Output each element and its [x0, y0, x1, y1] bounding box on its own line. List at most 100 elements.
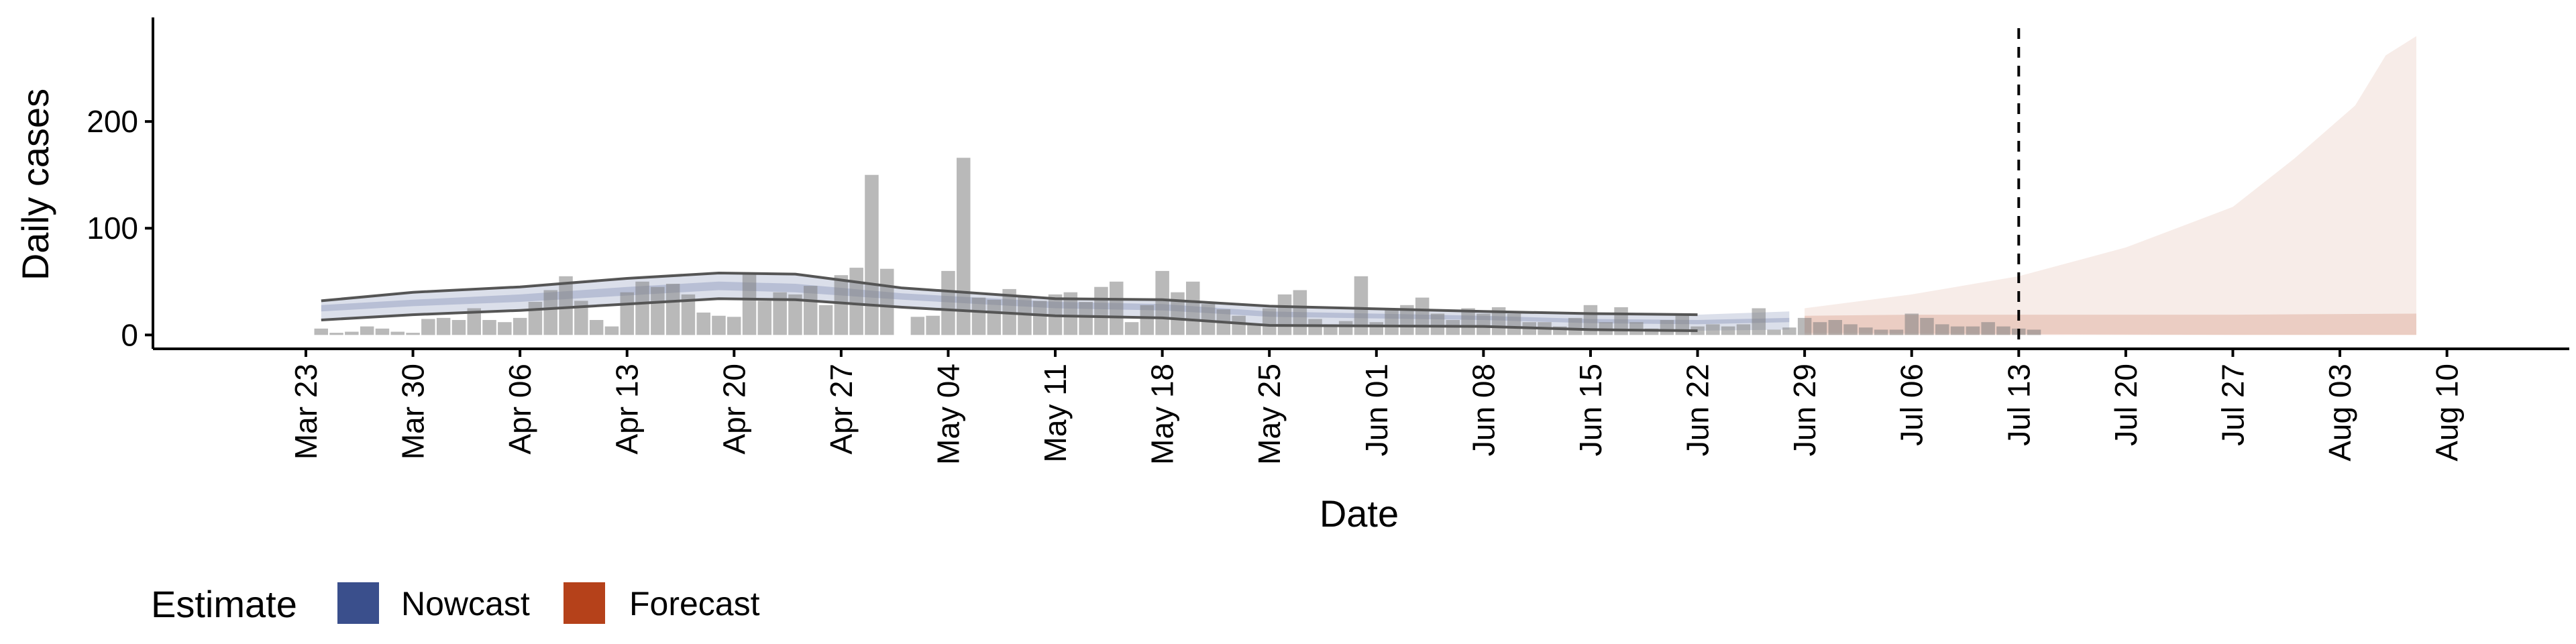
legend-key-forecast — [564, 582, 605, 624]
daily-case-bar — [498, 322, 512, 335]
daily-case-bar — [1644, 328, 1659, 335]
daily-case-bar — [926, 315, 940, 335]
daily-case-bar — [467, 308, 481, 335]
x-tick-label: Jun 01 — [1359, 364, 1394, 456]
daily-case-bar — [1675, 315, 1689, 335]
y-axis-ticks: 0 100 200 — [87, 104, 153, 352]
daily-case-bar — [1996, 326, 2010, 335]
daily-case-bar — [360, 326, 374, 335]
daily-case-bar — [528, 302, 543, 335]
daily-case-bar — [941, 270, 955, 335]
daily-case-bar — [1369, 322, 1383, 335]
y-tick-label: 200 — [87, 104, 138, 139]
daily-case-bar — [390, 331, 405, 335]
legend-label-nowcast: Nowcast — [401, 585, 530, 623]
x-tick-label: May 11 — [1038, 364, 1073, 462]
daily-case-bar — [375, 328, 390, 335]
x-tick-label: Apr 27 — [824, 364, 859, 455]
legend-title: Estimate — [151, 583, 297, 625]
axes: 0 100 200 Mar 23 Mar 30 Apr 06 Apr 13 Apr 20 Ap… — [14, 17, 2569, 535]
daily-case-bar — [1232, 315, 1246, 335]
daily-case-bar — [1338, 321, 1353, 335]
y-tick-label: 100 — [87, 211, 138, 246]
daily-case-bar — [1935, 324, 1949, 335]
daily-case-bar — [788, 294, 802, 335]
daily-case-bar — [1874, 329, 1888, 335]
daily-case-bar — [865, 174, 879, 335]
daily-case-bar — [696, 312, 710, 335]
x-tick-label: Jul 27 — [2215, 364, 2250, 446]
daily-case-bar — [451, 320, 466, 335]
daily-case-bar — [1782, 327, 1796, 335]
daily-case-bar — [1063, 292, 1078, 335]
plot-area — [314, 28, 2416, 349]
x-tick-label: May 18 — [1145, 364, 1180, 465]
daily-case-bar — [818, 305, 833, 335]
x-tick-label: Jun 29 — [1787, 364, 1822, 456]
legend-key-nowcast — [337, 582, 379, 624]
x-tick-label: Jul 06 — [1894, 364, 1929, 446]
daily-case-bar — [1094, 286, 1108, 335]
x-tick-label: Aug 03 — [2322, 364, 2357, 462]
daily-case-bar — [345, 331, 359, 335]
daily-case-bar — [1171, 292, 1185, 335]
daily-case-bar — [804, 286, 818, 335]
daily-case-bar — [589, 320, 604, 335]
daily-case-bar — [1400, 305, 1414, 335]
daily-case-bar — [513, 317, 527, 335]
x-tick-label: May 04 — [930, 364, 965, 465]
forecast-outer-band — [1805, 36, 2416, 335]
y-axis-title: Daily cases — [14, 89, 56, 280]
estimate-bands — [321, 36, 2416, 335]
x-tick-label: Jul 20 — [2108, 364, 2143, 446]
x-tick-label: May 25 — [1252, 364, 1287, 465]
daily-case-bar — [1843, 324, 1858, 335]
daily-case-bar — [971, 297, 986, 335]
x-axis-title: Date — [1320, 492, 1399, 535]
daily-case-bar — [1277, 294, 1292, 335]
daily-case-bar — [651, 286, 665, 335]
daily-case-bar — [436, 317, 451, 335]
daily-case-bar — [329, 333, 343, 335]
daily-case-bar — [1461, 308, 1475, 335]
daily-case-bar — [1706, 324, 1720, 335]
daily-case-bar — [1950, 326, 1965, 335]
daily-case-bar — [742, 273, 757, 335]
daily-case-bar — [1415, 297, 1430, 335]
daily-case-bar — [604, 326, 619, 335]
x-tick-label: Jul 13 — [2001, 364, 2036, 446]
daily-case-bar — [880, 268, 894, 335]
x-tick-label: Jun 15 — [1573, 364, 1608, 456]
daily-case-bar — [1889, 329, 1904, 335]
daily-case-bar — [757, 301, 772, 335]
y-tick-label: 0 — [121, 317, 138, 352]
x-tick-label: Mar 30 — [396, 364, 431, 460]
daily-case-bar — [1767, 329, 1781, 335]
daily-case-bar — [1736, 324, 1751, 335]
daily-case-bar — [1186, 281, 1200, 335]
daily-case-bar — [406, 333, 420, 335]
daily-case-bar — [1308, 319, 1322, 335]
daily-case-bar — [1263, 308, 1277, 335]
daily-case-bar — [482, 320, 496, 335]
daily-case-bar — [1568, 317, 1582, 335]
daily-case-bar — [681, 294, 696, 335]
daily-case-bar — [574, 301, 588, 335]
daily-case-bar — [1660, 320, 1674, 335]
daily-case-bar — [421, 319, 435, 335]
daily-case-bar — [987, 299, 1002, 335]
x-tick-label: Mar 23 — [288, 364, 323, 460]
daily-case-bar — [957, 158, 971, 335]
daily-case-bar — [1507, 313, 1521, 335]
daily-case-bar — [1033, 301, 1047, 335]
x-axis-ticks: Mar 23 Mar 30 Apr 06 Apr 13 Apr 20 Apr 27 May … — [288, 349, 2465, 465]
daily-case-bar — [1629, 322, 1644, 335]
daily-case-bar — [1477, 313, 1491, 335]
daily-case-bar — [712, 315, 726, 335]
x-tick-label: Aug 10 — [2430, 364, 2465, 462]
x-tick-label: Jun 08 — [1466, 364, 1501, 456]
daily-case-bar — [1430, 313, 1445, 335]
daily-case-bar — [773, 292, 787, 335]
nowcast-lower-line — [321, 297, 1698, 332]
